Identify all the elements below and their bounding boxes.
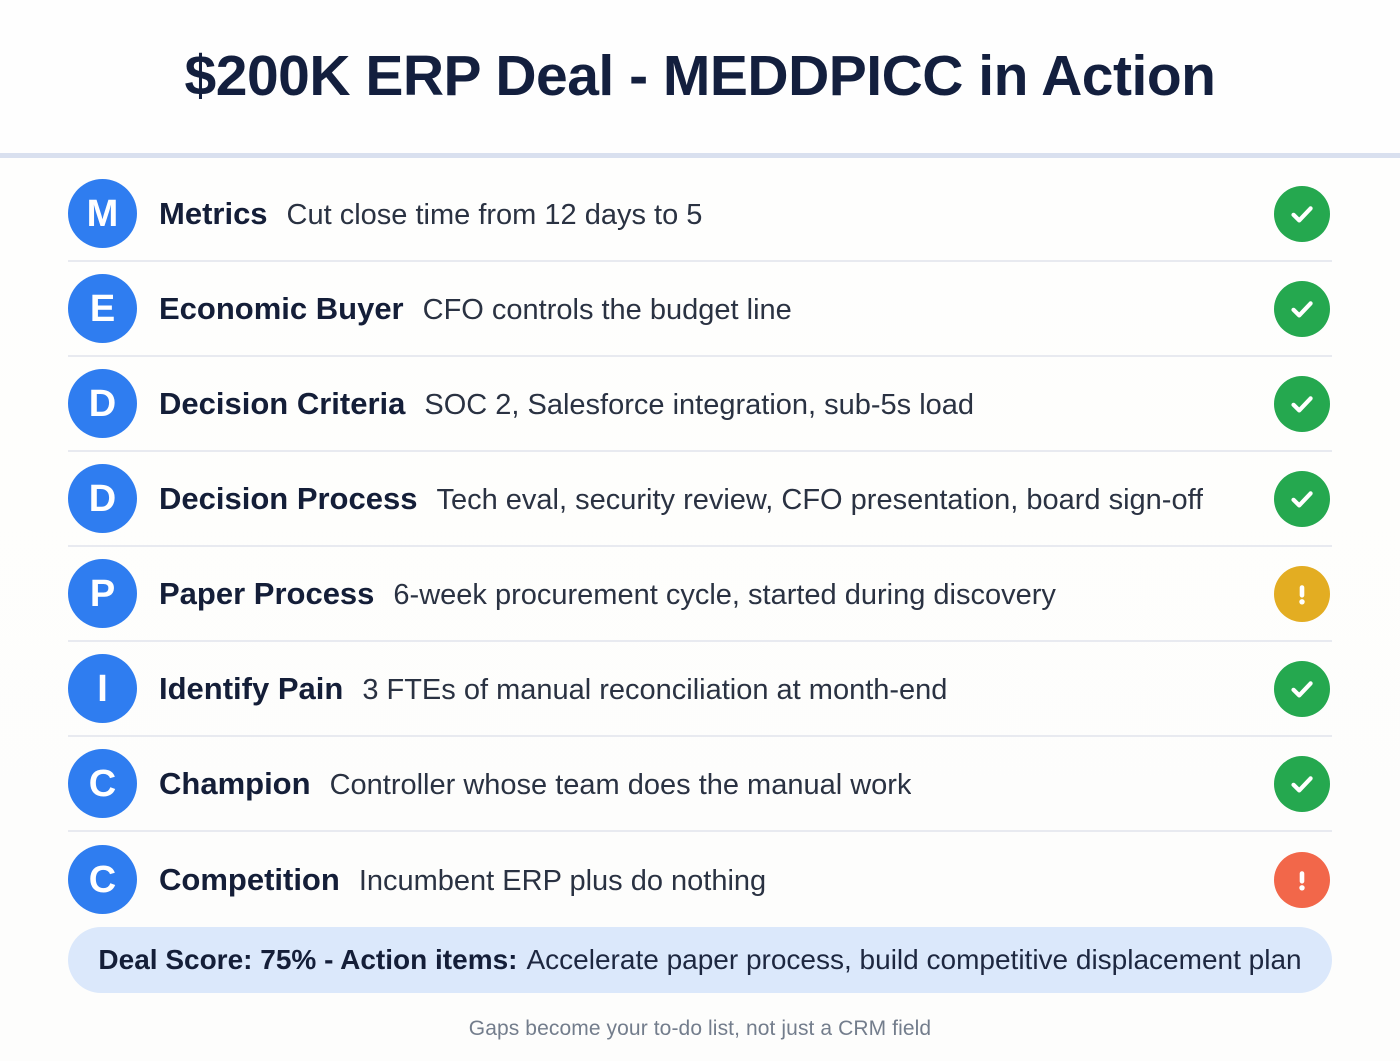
row-label: Identify Pain [159,670,344,706]
check-icon [1286,768,1318,800]
letter-badge-text: I [97,667,108,710]
letter-badge: P [68,559,137,628]
meddpicc-row[interactable]: E Economic Buyer CFO controls the budget… [68,262,1332,357]
letter-badge-text: C [88,762,117,805]
meddpicc-row[interactable]: D Decision Criteria SOC 2, Salesforce in… [68,357,1332,452]
check-icon [1286,293,1318,325]
row-label: Paper Process [159,575,375,611]
row-text: Economic Buyer CFO controls the budget l… [159,291,1256,327]
row-label: Metrics [159,195,268,231]
header-divider [0,153,1400,158]
row-label: Decision Criteria [159,385,406,421]
row-text: Identify Pain 3 FTEs of manual reconcili… [159,671,1256,707]
letter-badge: C [68,845,137,914]
letter-badge: D [68,369,137,438]
row-description: CFO controls the budget line [422,293,792,326]
meddpicc-row[interactable]: C Champion Controller whose team does th… [68,737,1332,832]
row-text: Paper Process 6-week procurement cycle, … [159,576,1256,612]
row-text: Competition Incumbent ERP plus do nothin… [159,862,1256,898]
check-icon [1286,673,1318,705]
row-text: Champion Controller whose team does the … [159,766,1256,802]
meddpicc-row[interactable]: I Identify Pain 3 FTEs of manual reconci… [68,642,1332,737]
row-label: Economic Buyer [159,290,404,326]
deal-score-banner: Deal Score: 75% - Action items: Accelera… [68,927,1332,993]
letter-badge-text: E [89,287,116,330]
deal-score-label: Deal Score: 75% - Action items: [98,944,518,975]
meddpicc-row[interactable]: C Competition Incumbent ERP plus do noth… [68,832,1332,927]
letter-badge-text: M [86,192,119,235]
status-badge-risk [1274,851,1330,908]
check-icon [1286,198,1318,230]
letter-badge: I [68,654,137,723]
letter-badge: M [68,179,137,248]
status-badge-ok [1274,280,1330,337]
row-label: Decision Process [159,480,418,516]
status-badge-ok [1274,470,1330,527]
letter-badge: C [68,749,137,818]
check-icon [1286,483,1318,515]
status-badge-warn [1274,565,1330,622]
row-description: Incumbent ERP plus do nothing [358,864,767,897]
check-icon [1286,388,1318,420]
letter-badge-text: D [88,477,117,520]
row-description: Controller whose team does the manual wo… [329,768,912,801]
meddpicc-row[interactable]: M Metrics Cut close time from 12 days to… [68,167,1332,262]
meddpicc-row[interactable]: D Decision Process Tech eval, security r… [68,452,1332,547]
letter-badge-text: C [88,858,117,901]
row-description: 6-week procurement cycle, started during… [393,578,1056,611]
letter-badge-text: D [88,382,117,425]
footer-banner-wrap: Deal Score: 75% - Action items: Accelera… [0,927,1400,993]
action-items-text: Accelerate paper process, build competit… [526,944,1302,975]
row-text: Metrics Cut close time from 12 days to 5 [159,196,1256,232]
status-badge-ok [1274,185,1330,242]
letter-badge: D [68,464,137,533]
status-badge-ok [1274,375,1330,432]
letter-badge-text: P [89,572,116,615]
page-title: $200K ERP Deal - MEDDPICC in Action [184,43,1216,108]
row-text: Decision Process Tech eval, security rev… [159,481,1256,517]
row-description: 3 FTEs of manual reconciliation at month… [362,673,948,706]
header: $200K ERP Deal - MEDDPICC in Action [0,0,1400,153]
slide-caption: Gaps become your to-do list, not just a … [468,1017,932,1040]
row-description: Cut close time from 12 days to 5 [286,198,703,231]
exclamation-icon [1286,578,1318,610]
exclamation-icon [1286,864,1318,896]
letter-badge: E [68,274,137,343]
status-badge-ok [1274,755,1330,812]
row-text: Decision Criteria SOC 2, Salesforce inte… [159,386,1256,422]
row-label: Competition [159,861,340,897]
status-badge-ok [1274,660,1330,717]
row-description: SOC 2, Salesforce integration, sub-5s lo… [424,388,975,421]
meddpicc-row[interactable]: P Paper Process 6-week procurement cycle… [68,547,1332,642]
row-description: Tech eval, security review, CFO presenta… [436,483,1204,516]
row-label: Champion [159,765,311,801]
meddpicc-row-list: M Metrics Cut close time from 12 days to… [0,158,1400,927]
